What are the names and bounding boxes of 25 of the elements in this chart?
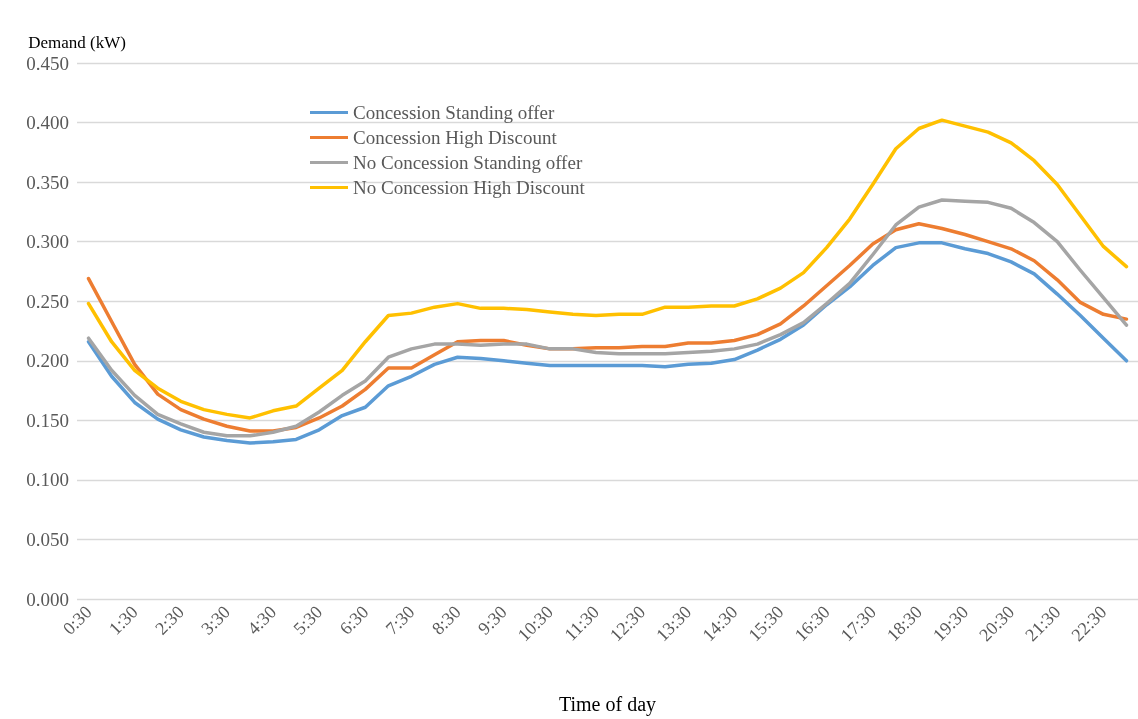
y-tick-label: 0.450 bbox=[26, 52, 69, 74]
legend-label: No Concession High Discount bbox=[353, 177, 586, 198]
y-tick-label: 0.000 bbox=[26, 588, 69, 610]
y-tick-label: 0.100 bbox=[26, 469, 69, 491]
x-tick-label: 5:30 bbox=[289, 601, 327, 639]
x-tick-label: 1:30 bbox=[104, 601, 142, 639]
x-tick-label: 9:30 bbox=[474, 601, 511, 639]
x-tick-label: 4:30 bbox=[243, 601, 281, 639]
x-tick-label: 8:30 bbox=[427, 601, 465, 639]
legend-label: Concession Standing offer bbox=[353, 102, 555, 123]
y-tick-label: 0.050 bbox=[26, 528, 69, 550]
y-tick-label: 0.250 bbox=[26, 290, 69, 312]
x-tick-label: 7:30 bbox=[381, 601, 419, 639]
y-tick-label: 0.400 bbox=[26, 112, 69, 134]
y-tick-label: 0.300 bbox=[26, 231, 69, 253]
x-axis-title: Time of day bbox=[558, 693, 657, 716]
legend-label: Concession High Discount bbox=[353, 127, 558, 148]
x-tick-label: 2:30 bbox=[151, 601, 188, 639]
y-tick-label: 0.350 bbox=[26, 171, 69, 193]
x-tick-label: 3:30 bbox=[197, 601, 234, 639]
y-tick-label: 0.200 bbox=[26, 350, 69, 372]
y-axis-title: Demand (kW) bbox=[28, 32, 126, 52]
x-tick-label: 6:30 bbox=[335, 601, 373, 639]
y-tick-label: 0.150 bbox=[26, 409, 69, 431]
legend-label: No Concession Standing offer bbox=[353, 152, 583, 173]
